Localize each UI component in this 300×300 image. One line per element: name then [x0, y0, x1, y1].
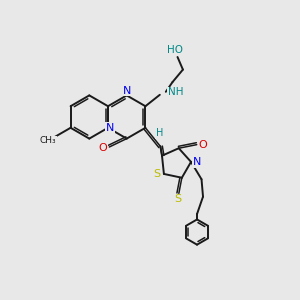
Text: N: N: [122, 86, 131, 96]
Text: H: H: [156, 128, 163, 139]
Text: CH₃: CH₃: [40, 136, 56, 145]
Text: HO: HO: [167, 45, 183, 56]
Text: S: S: [154, 169, 161, 179]
Text: N: N: [106, 122, 114, 133]
Text: O: O: [98, 143, 107, 153]
Text: NH: NH: [168, 87, 183, 98]
Text: S: S: [174, 194, 182, 204]
Text: O: O: [198, 140, 207, 150]
Text: N: N: [193, 158, 201, 167]
